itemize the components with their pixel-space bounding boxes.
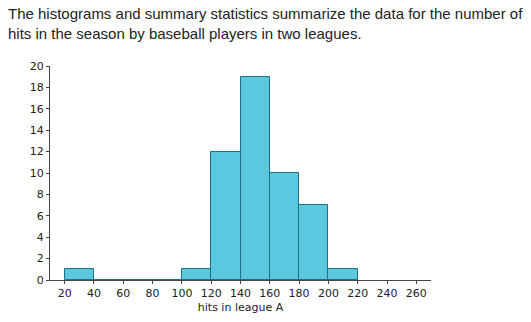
svg-text:16: 16 xyxy=(30,103,44,116)
svg-text:12: 12 xyxy=(30,145,44,158)
svg-text:10: 10 xyxy=(30,167,44,180)
svg-text:18: 18 xyxy=(30,81,44,94)
svg-text:20: 20 xyxy=(58,287,72,300)
svg-text:60: 60 xyxy=(116,287,130,300)
html-text:The histograms and summary sta: The histograms and summary statistics su… xyxy=(8,5,523,42)
svg-text:20: 20 xyxy=(30,60,44,73)
svg-text:140: 140 xyxy=(230,287,251,300)
svg-text:260: 260 xyxy=(406,287,427,300)
svg-text:100: 100 xyxy=(171,287,192,300)
svg-text:8: 8 xyxy=(37,188,44,201)
svg-text:40: 40 xyxy=(87,287,101,300)
svg-text:200: 200 xyxy=(318,287,339,300)
svg-text:240: 240 xyxy=(377,287,398,300)
svg-text:220: 220 xyxy=(347,287,368,300)
svg-text:0: 0 xyxy=(37,274,44,287)
svg-text:160: 160 xyxy=(259,287,280,300)
svg-text:hits in league A: hits in league A xyxy=(198,301,284,314)
svg-text:80: 80 xyxy=(146,287,160,300)
svg-text:2: 2 xyxy=(37,252,44,265)
svg-text:6: 6 xyxy=(37,210,44,223)
svg-text:180: 180 xyxy=(289,287,310,300)
svg-text:14: 14 xyxy=(30,124,44,137)
svg-text:4: 4 xyxy=(37,231,44,244)
svg-text:120: 120 xyxy=(201,287,222,300)
